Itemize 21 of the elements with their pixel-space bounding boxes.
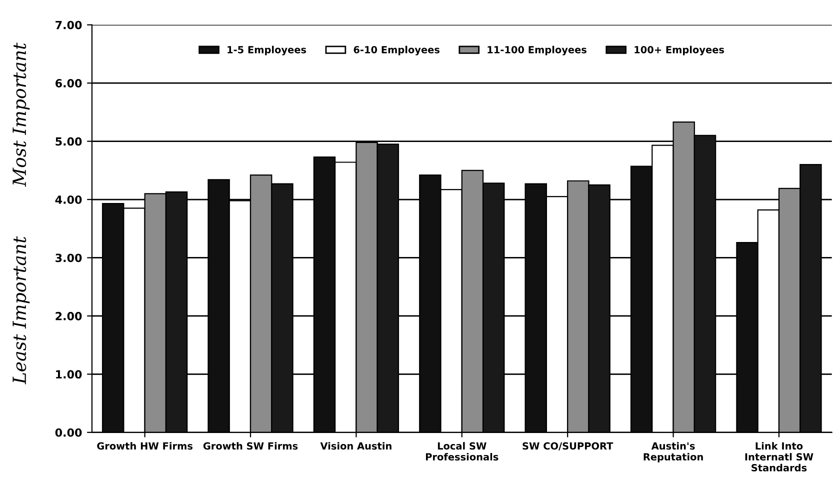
x-tick-label: Vision Austin [320,442,392,450]
legend-label: 11-100 Employees [488,46,586,56]
y-tick-label: 0.00 [55,428,82,437]
text: Least Important [12,236,30,384]
x-tick-label: Growth HW Firms [97,442,193,450]
x-tick-label: SW CO/SUPPORT [522,442,614,450]
x-tick-label: Link Into Internatl SW Standards [745,442,814,472]
y-tick-label: 1.00 [56,370,82,379]
legend-label: 100+ Employees [634,46,724,56]
legend-label: 6-10 Employees [354,46,440,56]
y-tick-label: 4.00 [55,195,82,204]
y-tick-label: 3.00 [56,254,82,262]
x-tick-label: Growth SW Firms [203,442,298,450]
y-tick-label: 7.00 [56,20,82,30]
legend-label: 1-5 Employees [228,46,306,56]
text: Most Important [12,42,30,187]
y-tick-label: 6.00 [56,79,82,88]
y-tick-label: 5.00 [56,137,82,146]
x-tick-label: Austin's Reputation [644,442,703,462]
y-tick-label: 2.00 [56,312,82,320]
x-tick-label: Local SW Professionals [426,442,498,461]
